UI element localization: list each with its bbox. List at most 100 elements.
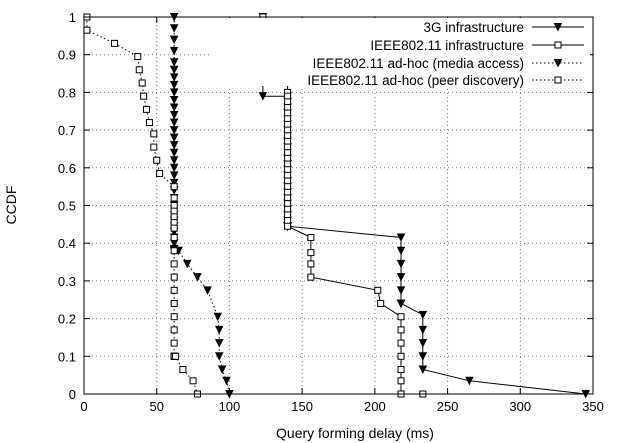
data-point xyxy=(135,66,143,74)
data-point xyxy=(284,115,292,123)
data-point xyxy=(169,24,179,33)
legend-label: 3G infrastructure xyxy=(423,20,524,35)
data-point xyxy=(169,141,179,150)
gridlines xyxy=(84,17,593,394)
data-point xyxy=(169,171,179,180)
data-point xyxy=(170,260,178,268)
data-point xyxy=(170,183,178,191)
data-point xyxy=(284,98,292,106)
data-point xyxy=(183,259,192,269)
legend-label: IEEE802.11 infrastructure xyxy=(370,38,524,53)
data-point xyxy=(170,313,178,321)
data-point xyxy=(418,339,428,348)
data-point xyxy=(397,326,405,334)
data-point xyxy=(284,137,292,145)
data-point xyxy=(169,80,179,90)
x-tick-label: 150 xyxy=(291,399,313,414)
data-point xyxy=(170,273,178,281)
legend-entry: IEEE802.11 ad-hoc (media access) xyxy=(313,56,584,71)
data-point xyxy=(284,132,292,140)
x-tick-label: 250 xyxy=(437,399,459,414)
legend-marker xyxy=(554,41,562,49)
data-point xyxy=(284,143,292,151)
data-point xyxy=(222,376,231,386)
data-point xyxy=(284,149,292,157)
x-tick-label: 300 xyxy=(509,399,531,414)
x-tick-label: 50 xyxy=(149,399,163,414)
y-tick-label: 0.5 xyxy=(58,199,76,214)
y-axis-title: CCDF xyxy=(3,186,19,225)
data-point xyxy=(203,286,212,295)
data-point xyxy=(169,65,179,75)
data-point xyxy=(396,273,406,282)
data-point xyxy=(284,222,292,230)
x-tick-label: 0 xyxy=(80,399,87,414)
data-point xyxy=(170,207,178,215)
series-4 xyxy=(83,13,201,398)
y-tick-label: 0.2 xyxy=(58,312,76,327)
y-tick-label: 0 xyxy=(69,387,76,402)
data-point xyxy=(396,246,406,256)
data-point xyxy=(138,79,146,87)
data-point xyxy=(307,273,315,281)
data-point xyxy=(170,224,178,232)
data-point xyxy=(397,313,405,321)
data-point xyxy=(217,365,227,374)
legend-label: IEEE802.11 ad-hoc (media access) xyxy=(313,56,524,71)
data-point xyxy=(284,200,292,208)
data-point xyxy=(83,26,91,34)
data-point xyxy=(169,178,179,188)
data-point xyxy=(374,286,382,294)
data-point xyxy=(170,286,178,294)
data-point xyxy=(465,376,474,386)
data-point xyxy=(284,160,292,168)
data-point xyxy=(284,126,292,134)
data-point xyxy=(396,286,406,295)
data-point xyxy=(284,211,292,219)
data-point xyxy=(170,326,178,334)
data-point xyxy=(418,310,428,320)
legend-marker xyxy=(554,76,562,84)
data-point xyxy=(153,156,161,164)
legend-entry: 3G infrastructure xyxy=(423,20,584,35)
data-point xyxy=(145,119,153,127)
data-point xyxy=(396,233,406,243)
data-point xyxy=(169,163,179,173)
data-point xyxy=(170,213,178,221)
legend-background xyxy=(210,18,590,86)
x-tick-label: 200 xyxy=(364,399,386,414)
y-tick-label: 1 xyxy=(69,10,76,25)
legend-entry: IEEE802.11 infrastructure xyxy=(370,38,584,53)
legend: 3G infrastructure IEEE802.11 infrastructu… xyxy=(210,18,590,88)
data-point xyxy=(150,130,158,138)
data-point xyxy=(284,166,292,174)
legend-label: IEEE802.11 ad-hoc (peer discovery) xyxy=(307,73,524,88)
data-point xyxy=(169,46,179,56)
data-point xyxy=(307,249,315,257)
data-point xyxy=(397,339,405,347)
data-point xyxy=(169,148,179,158)
data-point xyxy=(397,352,405,360)
data-point xyxy=(172,352,180,360)
data-point xyxy=(284,171,292,179)
y-tick-label: 0.8 xyxy=(58,85,76,100)
data-point xyxy=(143,105,151,113)
data-point xyxy=(396,299,406,309)
y-tick-label: 0.7 xyxy=(58,123,76,138)
data-point xyxy=(170,339,178,347)
data-point xyxy=(284,109,292,117)
data-point xyxy=(169,95,179,105)
data-point xyxy=(397,377,405,385)
data-point xyxy=(189,377,197,385)
data-point xyxy=(156,169,164,177)
y-tick-label: 0.4 xyxy=(58,236,76,251)
data-point xyxy=(169,58,179,67)
data-point xyxy=(307,234,315,242)
data-point xyxy=(150,143,158,151)
data-point xyxy=(215,325,224,335)
data-point xyxy=(170,218,178,226)
data-point xyxy=(169,103,179,112)
data-point xyxy=(170,202,178,209)
data-point xyxy=(179,365,187,373)
